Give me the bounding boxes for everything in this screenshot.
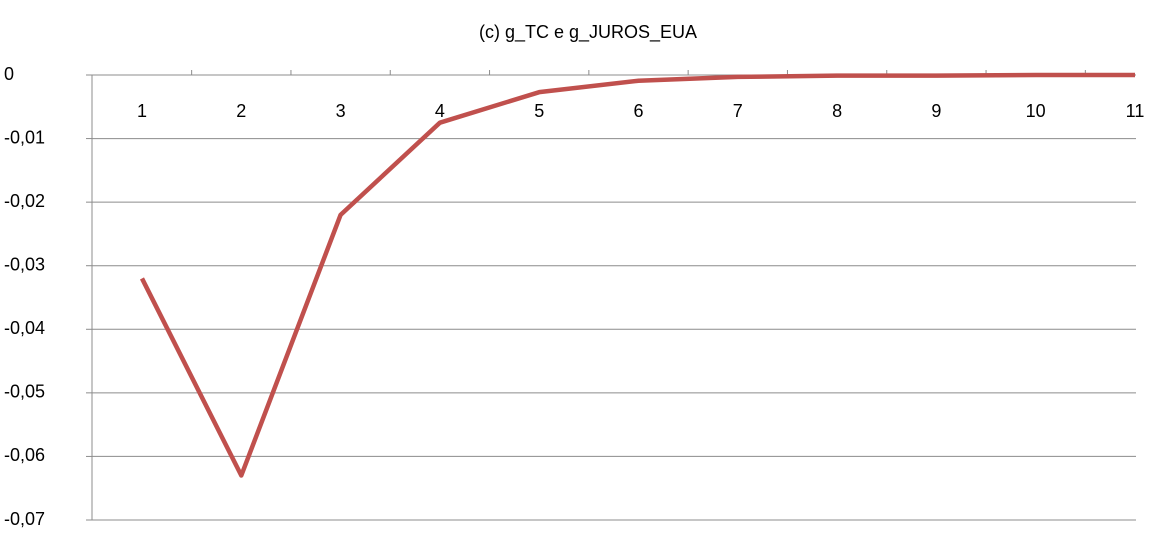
y-tick-label: -0,03 [4,254,45,274]
x-tick-label: 9 [931,101,941,121]
x-tick-label: 4 [435,101,445,121]
y-tick-label: 0 [4,64,14,84]
y-tick-label: -0,01 [4,127,45,147]
y-tick-label: -0,04 [4,318,45,338]
y-tick-label: -0,05 [4,382,45,402]
x-tick-label: 1 [137,101,147,121]
x-tick-label: 5 [534,101,544,121]
x-tick-label: 3 [336,101,346,121]
x-tick-label: 11 [1126,101,1145,121]
y-tick-label: -0,07 [4,509,45,529]
x-tick-label: 2 [236,101,246,121]
x-tick-label: 6 [633,101,643,121]
x-tick-label: 8 [832,101,842,121]
y-tick-label: -0,06 [4,445,45,465]
y-tick-label: -0,02 [4,191,45,211]
x-tick-label: 7 [733,101,743,121]
series-line [139,72,1135,478]
chart-title: (c) g_TC e g_JUROS_EUA [479,22,697,43]
x-tick-label: 10 [1026,101,1046,121]
